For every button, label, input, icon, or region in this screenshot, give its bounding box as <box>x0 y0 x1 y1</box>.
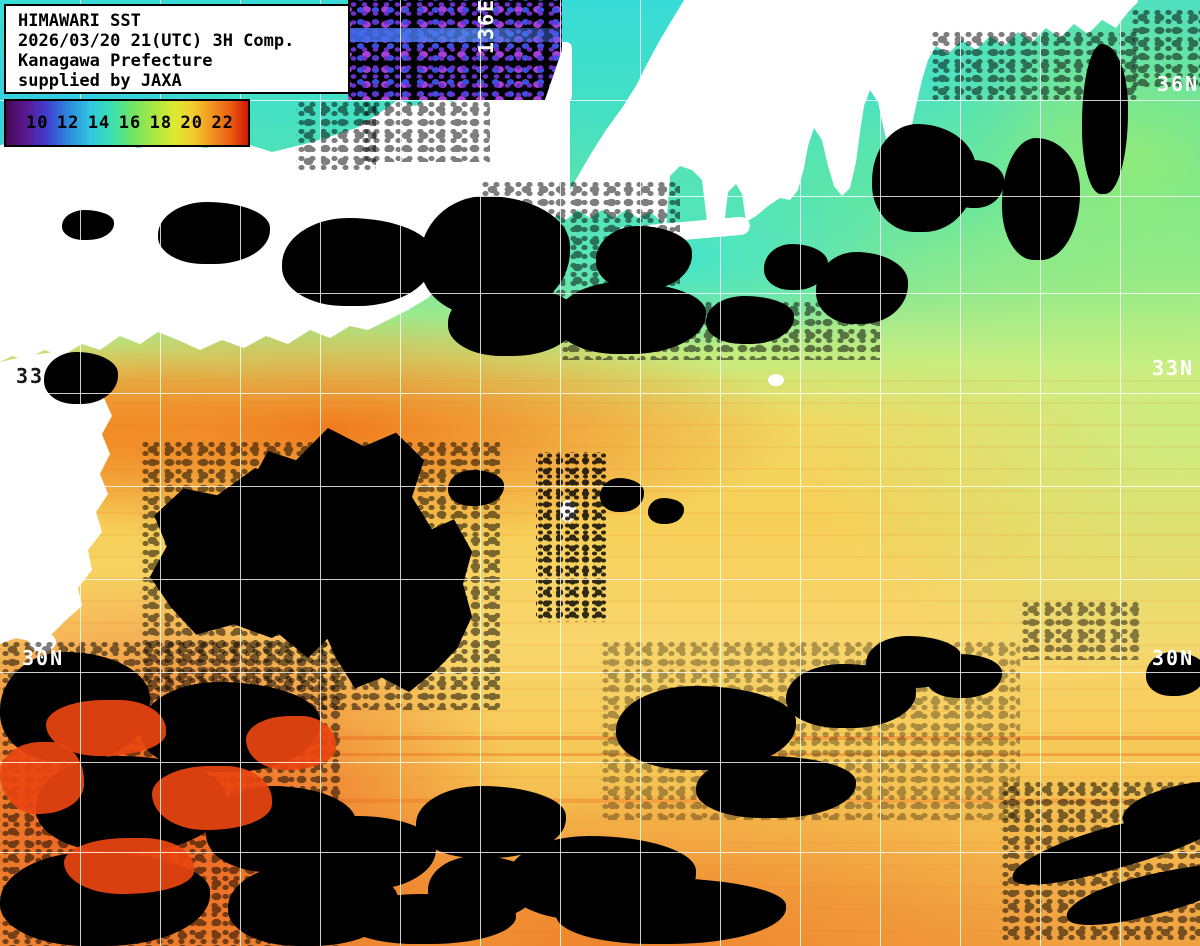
grid-line-v <box>1120 0 1121 946</box>
cloud-patch <box>1146 652 1200 696</box>
colorbar-tick: 10 <box>26 113 49 133</box>
lat-label-30n-right: 30N <box>1152 646 1195 670</box>
warm-water-patch <box>64 838 194 894</box>
cloud-patch <box>926 654 1002 698</box>
cloud-speckle <box>930 30 1140 100</box>
lat-label-30n-left: 30N <box>22 646 65 670</box>
grid-line-h <box>0 852 1200 853</box>
islet <box>12 545 32 559</box>
map-datetime: 2026/03/20 21(UTC) 3H Comp. <box>18 31 295 51</box>
grid-line-v <box>560 0 561 946</box>
cloud-patch <box>948 160 1004 208</box>
cloud-patch <box>428 856 538 920</box>
map-region: Kanagawa Prefecture <box>18 51 213 71</box>
cloud-patch <box>556 878 786 944</box>
cloud-patch <box>158 202 270 264</box>
lat-label-33-left: 33 <box>16 364 45 388</box>
grid-line-h <box>0 486 1200 487</box>
temperature-colorbar: 10 12 14 16 18 20 22 <box>4 99 250 147</box>
grid-line-v <box>880 0 881 946</box>
grid-line-v-136e <box>480 0 481 946</box>
grid-line-v <box>320 0 321 946</box>
lat-label-33n-right: 33N <box>1152 356 1195 380</box>
cloud-speckle <box>360 100 490 162</box>
cloud-patch <box>600 478 644 512</box>
cloud-patch <box>62 210 114 240</box>
colorbar-tick: 16 <box>118 113 142 133</box>
map-title: HIMAWARI SST <box>18 11 141 31</box>
warm-water-patch <box>152 766 272 830</box>
colorbar-tick: 20 <box>180 113 204 133</box>
map-credit: supplied by JAXA <box>18 71 182 91</box>
colorbar-tick: 14 <box>87 113 111 133</box>
title-box: HIMAWARI SST 2026/03/20 21(UTC) 3H Comp.… <box>4 4 350 94</box>
grid-line-v <box>960 0 961 946</box>
grid-line-v <box>640 0 641 946</box>
lat-label-36n-right: 36N <box>1157 72 1200 96</box>
colorbar-tick: 18 <box>149 113 173 133</box>
grid-line-v <box>720 0 721 946</box>
bad-data-noise-strip <box>348 0 562 100</box>
grid-line-h <box>0 579 1200 580</box>
cloud-speckle <box>536 452 606 622</box>
grid-line-h-36n <box>0 100 1200 101</box>
grid-line-h <box>0 196 1200 197</box>
cloud-speckle <box>1130 8 1200 88</box>
cloud-patch <box>1002 138 1080 260</box>
grid-line-h <box>0 762 1200 763</box>
grid-line-v <box>160 0 161 946</box>
cloud-speckle <box>600 640 1020 820</box>
grid-line-v <box>1040 0 1041 946</box>
islet <box>768 374 784 386</box>
colorbar-ticks: 10 12 14 16 18 20 22 <box>6 113 248 133</box>
cloud-patch <box>696 756 856 818</box>
colorbar-tick: 22 <box>211 113 234 133</box>
cloud-patch <box>44 352 118 404</box>
cloud-speckle <box>1020 600 1140 660</box>
warm-water-patch <box>246 716 336 770</box>
bad-data-blue-band <box>348 28 562 42</box>
grid-line-v <box>400 0 401 946</box>
cloud-patch <box>282 218 434 306</box>
grid-line-v <box>80 0 81 946</box>
grid-line-h-33n <box>0 393 1200 394</box>
grid-line-h <box>0 293 1200 294</box>
colorbar-tick: 12 <box>56 113 80 133</box>
lon-label-136e: 136E <box>474 0 499 55</box>
cloud-speckle <box>1000 780 1200 940</box>
grid-line-h-30n <box>0 672 1200 673</box>
warm-water-patch <box>0 742 84 814</box>
cloud-speckle <box>480 180 680 320</box>
grid-line-v <box>800 0 801 946</box>
grid-line-v <box>240 0 241 946</box>
cloud-patch <box>648 498 684 524</box>
